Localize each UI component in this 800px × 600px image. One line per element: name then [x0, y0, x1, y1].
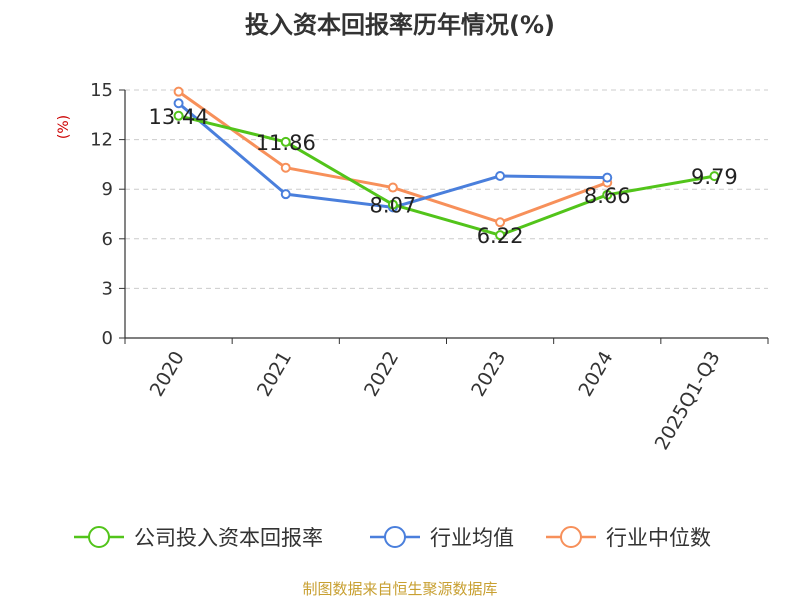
data-point	[280, 136, 291, 147]
x-tick-label: 2024	[574, 348, 617, 401]
data-point	[173, 86, 184, 97]
data-label: 6.22	[477, 224, 524, 248]
data-label: 9.79	[691, 165, 738, 189]
x-tick-label: 2023	[467, 348, 510, 401]
data-point	[495, 217, 506, 228]
x-tick-label: 2020	[146, 348, 189, 401]
data-point	[495, 170, 506, 181]
data-label: 11.86	[256, 131, 316, 155]
data-point	[602, 189, 613, 200]
series-lines	[173, 86, 720, 241]
legend-label: 行业中位数	[606, 526, 711, 550]
data-point	[173, 98, 184, 109]
y-tick-label: 6	[102, 229, 113, 250]
data-label: 8.66	[584, 184, 631, 208]
data-label: 8.07	[370, 194, 417, 218]
data-point	[280, 189, 291, 200]
legend-marker	[384, 526, 406, 548]
axes: 0 3 6 9 12 15 2020 2021 2022 2023 2024 2025Q1-Q3	[90, 80, 769, 454]
legend-label: 行业均值	[430, 526, 514, 550]
gridlines	[125, 89, 768, 289]
data-point	[280, 162, 291, 173]
legend: 公司投入资本回报率 行业均值 行业中位数	[74, 526, 711, 550]
data-label: 13.44	[149, 105, 209, 129]
x-tick-label: 2022	[360, 348, 403, 401]
legend-marker	[88, 526, 110, 548]
y-tick-label: 12	[90, 130, 113, 151]
y-tick-label: 0	[102, 328, 113, 349]
y-tick-label: 15	[90, 80, 113, 101]
data-point	[387, 182, 398, 193]
legend-label: 公司投入资本回报率	[134, 526, 323, 550]
y-tick-label: 3	[102, 278, 113, 299]
legend-marker	[560, 526, 582, 548]
data-labels: 13.44 11.86 8.07 6.22 8.66 9.79	[149, 105, 738, 248]
source-note: 制图数据来自恒生聚源数据库	[302, 580, 497, 598]
data-point	[173, 110, 184, 121]
data-point	[387, 199, 398, 210]
series-line	[178, 114, 715, 237]
data-point	[602, 172, 613, 183]
x-tick-label: 2021	[253, 348, 296, 401]
x-tick-label: 2025Q1-Q3	[651, 348, 725, 454]
chart-title: 投入资本回报率历年情况(%)	[245, 11, 555, 39]
y-tick-label: 9	[102, 179, 113, 200]
data-point	[709, 171, 720, 182]
y-axis-label: (%)	[56, 115, 72, 139]
data-point	[495, 230, 506, 241]
